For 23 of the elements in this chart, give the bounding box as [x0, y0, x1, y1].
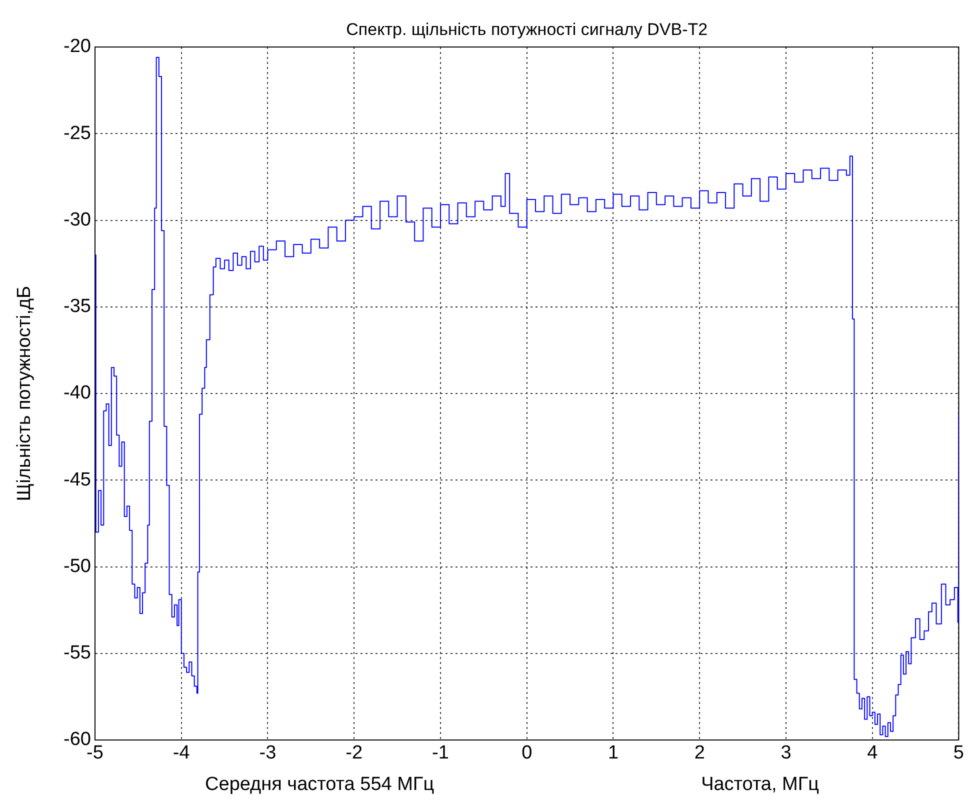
y-tick-label: -45 [64, 469, 91, 490]
x-tick-label: -2 [346, 742, 363, 764]
y-tick-label: -50 [64, 556, 91, 577]
x-tick-label: 2 [694, 742, 705, 764]
x-axis-title: Частота, МГц [701, 774, 820, 795]
x-tick-label: -3 [259, 742, 276, 764]
y-tick-label: -25 [64, 122, 91, 144]
y-tick-label: -20 [64, 36, 91, 58]
y-tick-label: -60 [64, 729, 91, 750]
chart-title: Спектр. щільність потужності сигналу DVB-T2 [346, 20, 708, 39]
x-tick-label: 0 [522, 742, 532, 764]
x-tick-label: -4 [172, 742, 190, 764]
y-tick-label: -30 [64, 209, 91, 230]
x-tick-label: 3 [780, 742, 792, 764]
x-tick-label: 4 [867, 742, 878, 764]
y-axis-title: Щільність потужності,дБ [14, 286, 35, 502]
x-tick-label: 1 [608, 742, 619, 764]
text: Середня частота 554 МГц [205, 774, 434, 795]
x-tick-label: 5 [953, 742, 964, 764]
x-tick-label: -1 [432, 742, 449, 764]
y-tick-label: -55 [64, 642, 91, 664]
y-tick-label: -40 [64, 382, 91, 404]
y-tick-label: -35 [64, 296, 91, 318]
